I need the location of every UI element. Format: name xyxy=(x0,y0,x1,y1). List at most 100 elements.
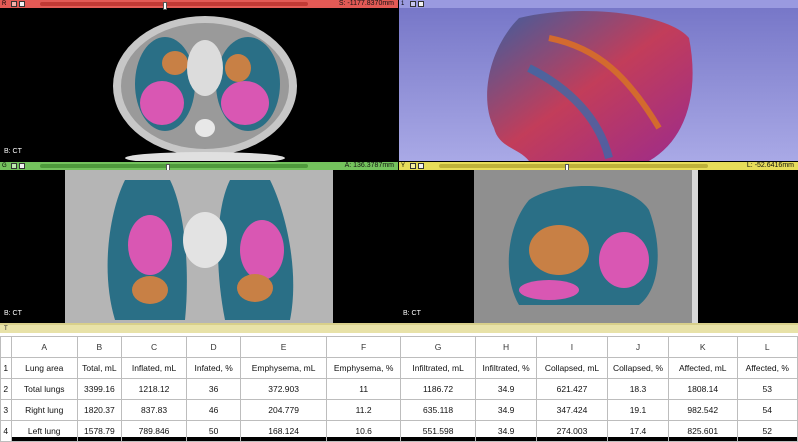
column-letter[interactable]: G xyxy=(399,336,477,358)
column-letter[interactable]: C xyxy=(120,336,188,358)
table-cell[interactable]: 17.4 xyxy=(606,420,669,442)
table-cell[interactable]: Total lungs xyxy=(10,378,78,400)
table-cell[interactable]: 1218.12 xyxy=(120,378,188,400)
table-cell[interactable]: 621.427 xyxy=(535,378,608,400)
table-cell[interactable]: 46 xyxy=(186,399,241,421)
view-tag: Y xyxy=(401,163,406,169)
pin-icon[interactable] xyxy=(11,163,17,169)
row-number[interactable]: 1 xyxy=(0,357,12,379)
pin-icon[interactable] xyxy=(410,1,416,7)
column-letter[interactable]: I xyxy=(535,336,608,358)
row-number[interactable]: 4 xyxy=(0,420,12,442)
table-cell[interactable]: Collapsed, % xyxy=(606,357,669,379)
table-cell[interactable]: 789.846 xyxy=(120,420,188,442)
table-cell[interactable]: 54 xyxy=(736,399,798,421)
table-cell[interactable]: Affected, mL xyxy=(667,357,738,379)
sagittal-view-bar: Y L: -52.6416mm xyxy=(399,162,798,172)
view-tag: G xyxy=(2,163,7,169)
view-controls-icon[interactable] xyxy=(19,1,25,7)
table-cell[interactable]: 837.83 xyxy=(120,399,188,421)
pin-icon[interactable] xyxy=(410,163,416,169)
table-cell[interactable]: 274.003 xyxy=(535,420,608,442)
pin-icon[interactable] xyxy=(11,1,17,7)
table-cell[interactable]: Infiltrated, mL xyxy=(399,357,477,379)
table-cell[interactable]: 18.3 xyxy=(606,378,669,400)
table-cell[interactable]: 11.2 xyxy=(326,399,401,421)
table-cell[interactable]: 551.598 xyxy=(399,420,477,442)
3d-lung-render xyxy=(399,8,798,161)
table-cell[interactable]: 204.779 xyxy=(239,399,328,421)
column-letter[interactable]: H xyxy=(475,336,537,358)
axial-view-bar: R S: -1177.8370mm xyxy=(0,0,398,10)
column-letter[interactable]: A xyxy=(10,336,78,358)
table-cell[interactable]: Inflated, mL xyxy=(120,357,188,379)
lung-volume-table: A B C D E F G H I J K L 1 Lung area Tota… xyxy=(0,336,798,442)
row-number[interactable]: 2 xyxy=(0,378,12,400)
table-cell[interactable]: 1186.72 xyxy=(399,378,477,400)
table-cell[interactable]: Collapsed, mL xyxy=(535,357,608,379)
table-cell[interactable]: 10.6 xyxy=(326,420,401,442)
table-cell[interactable]: Total, mL xyxy=(76,357,122,379)
table-cell[interactable]: Infated, % xyxy=(186,357,241,379)
table-cell[interactable]: 34.9 xyxy=(475,378,537,400)
3d-view[interactable]: 1 xyxy=(399,0,798,161)
column-letter[interactable]: B xyxy=(76,336,122,358)
coronal-slice-slider[interactable] xyxy=(40,164,308,172)
column-letter[interactable]: L xyxy=(736,336,798,358)
coronal-view[interactable]: G A: 136.3787mm B: CT xyxy=(0,162,398,323)
table-cell[interactable]: 11 xyxy=(326,378,401,400)
table-cell[interactable]: Affected, % xyxy=(736,357,798,379)
column-letter[interactable]: D xyxy=(186,336,241,358)
table-cell[interactable]: 50 xyxy=(186,420,241,442)
sagittal-view[interactable]: Y L: -52.6416mm B: CT xyxy=(399,162,798,323)
column-letter[interactable]: J xyxy=(606,336,669,358)
table-cell[interactable]: 36 xyxy=(186,378,241,400)
corner-cell xyxy=(0,336,12,358)
3d-view-bar: 1 xyxy=(399,0,798,8)
row-number[interactable]: 3 xyxy=(0,399,12,421)
volume-label: B: CT xyxy=(403,310,421,317)
sagittal-slice-slider[interactable] xyxy=(439,164,708,172)
table-cell[interactable]: 347.424 xyxy=(535,399,608,421)
table-cell[interactable]: Emphysema, % xyxy=(326,357,401,379)
column-letter[interactable]: E xyxy=(239,336,328,358)
table-row: 3 Right lung 1820.37 837.83 46 204.779 1… xyxy=(0,399,798,421)
table-cell[interactable]: 825.601 xyxy=(667,420,738,442)
table-cell[interactable]: 19.1 xyxy=(606,399,669,421)
table-cell[interactable]: 168.124 xyxy=(239,420,328,442)
volume-label: B: CT xyxy=(4,148,22,155)
slice-offset: A: 136.3787mm xyxy=(344,162,394,169)
coronal-ct-image xyxy=(65,170,333,323)
table-cell[interactable]: 372.903 xyxy=(239,378,328,400)
table-cell[interactable]: 635.118 xyxy=(399,399,477,421)
table-cell[interactable]: 34.9 xyxy=(475,399,537,421)
column-letter[interactable]: F xyxy=(326,336,401,358)
table-cell[interactable]: 3399.16 xyxy=(76,378,122,400)
view-tag: R xyxy=(2,1,7,7)
axial-view[interactable]: R S: -1177.8370mm B: CT xyxy=(0,0,398,161)
table-cell[interactable]: Infiltrated, % xyxy=(475,357,537,379)
table-cell[interactable]: 1808.14 xyxy=(667,378,738,400)
volume-label: B: CT xyxy=(4,310,22,317)
axial-slice-slider[interactable] xyxy=(40,2,308,10)
view-controls-icon[interactable] xyxy=(418,1,424,7)
table-view-bar: T xyxy=(0,323,798,333)
view-controls-icon[interactable] xyxy=(418,163,424,169)
table-cell[interactable]: Lung area xyxy=(10,357,78,379)
column-letter[interactable]: K xyxy=(667,336,738,358)
table-cell[interactable]: Right lung xyxy=(10,399,78,421)
coronal-view-bar: G A: 136.3787mm xyxy=(0,162,398,172)
sagittal-ct-image xyxy=(474,170,698,323)
table-cell[interactable]: 52 xyxy=(736,420,798,442)
table-cell[interactable]: 1820.37 xyxy=(76,399,122,421)
table-cell[interactable]: Left lung xyxy=(10,420,78,442)
view-controls-icon[interactable] xyxy=(19,163,25,169)
table-row: 4 Left lung 1578.79 789.846 50 168.124 1… xyxy=(0,420,798,442)
table-cell[interactable]: 34.9 xyxy=(475,420,537,442)
column-letter-row: A B C D E F G H I J K L xyxy=(0,336,798,358)
table-cell[interactable]: 53 xyxy=(736,378,798,400)
table-cell[interactable]: 1578.79 xyxy=(76,420,122,442)
slider-handle[interactable] xyxy=(163,2,168,10)
table-cell[interactable]: Emphysema, mL xyxy=(239,357,328,379)
table-cell[interactable]: 982.542 xyxy=(667,399,738,421)
